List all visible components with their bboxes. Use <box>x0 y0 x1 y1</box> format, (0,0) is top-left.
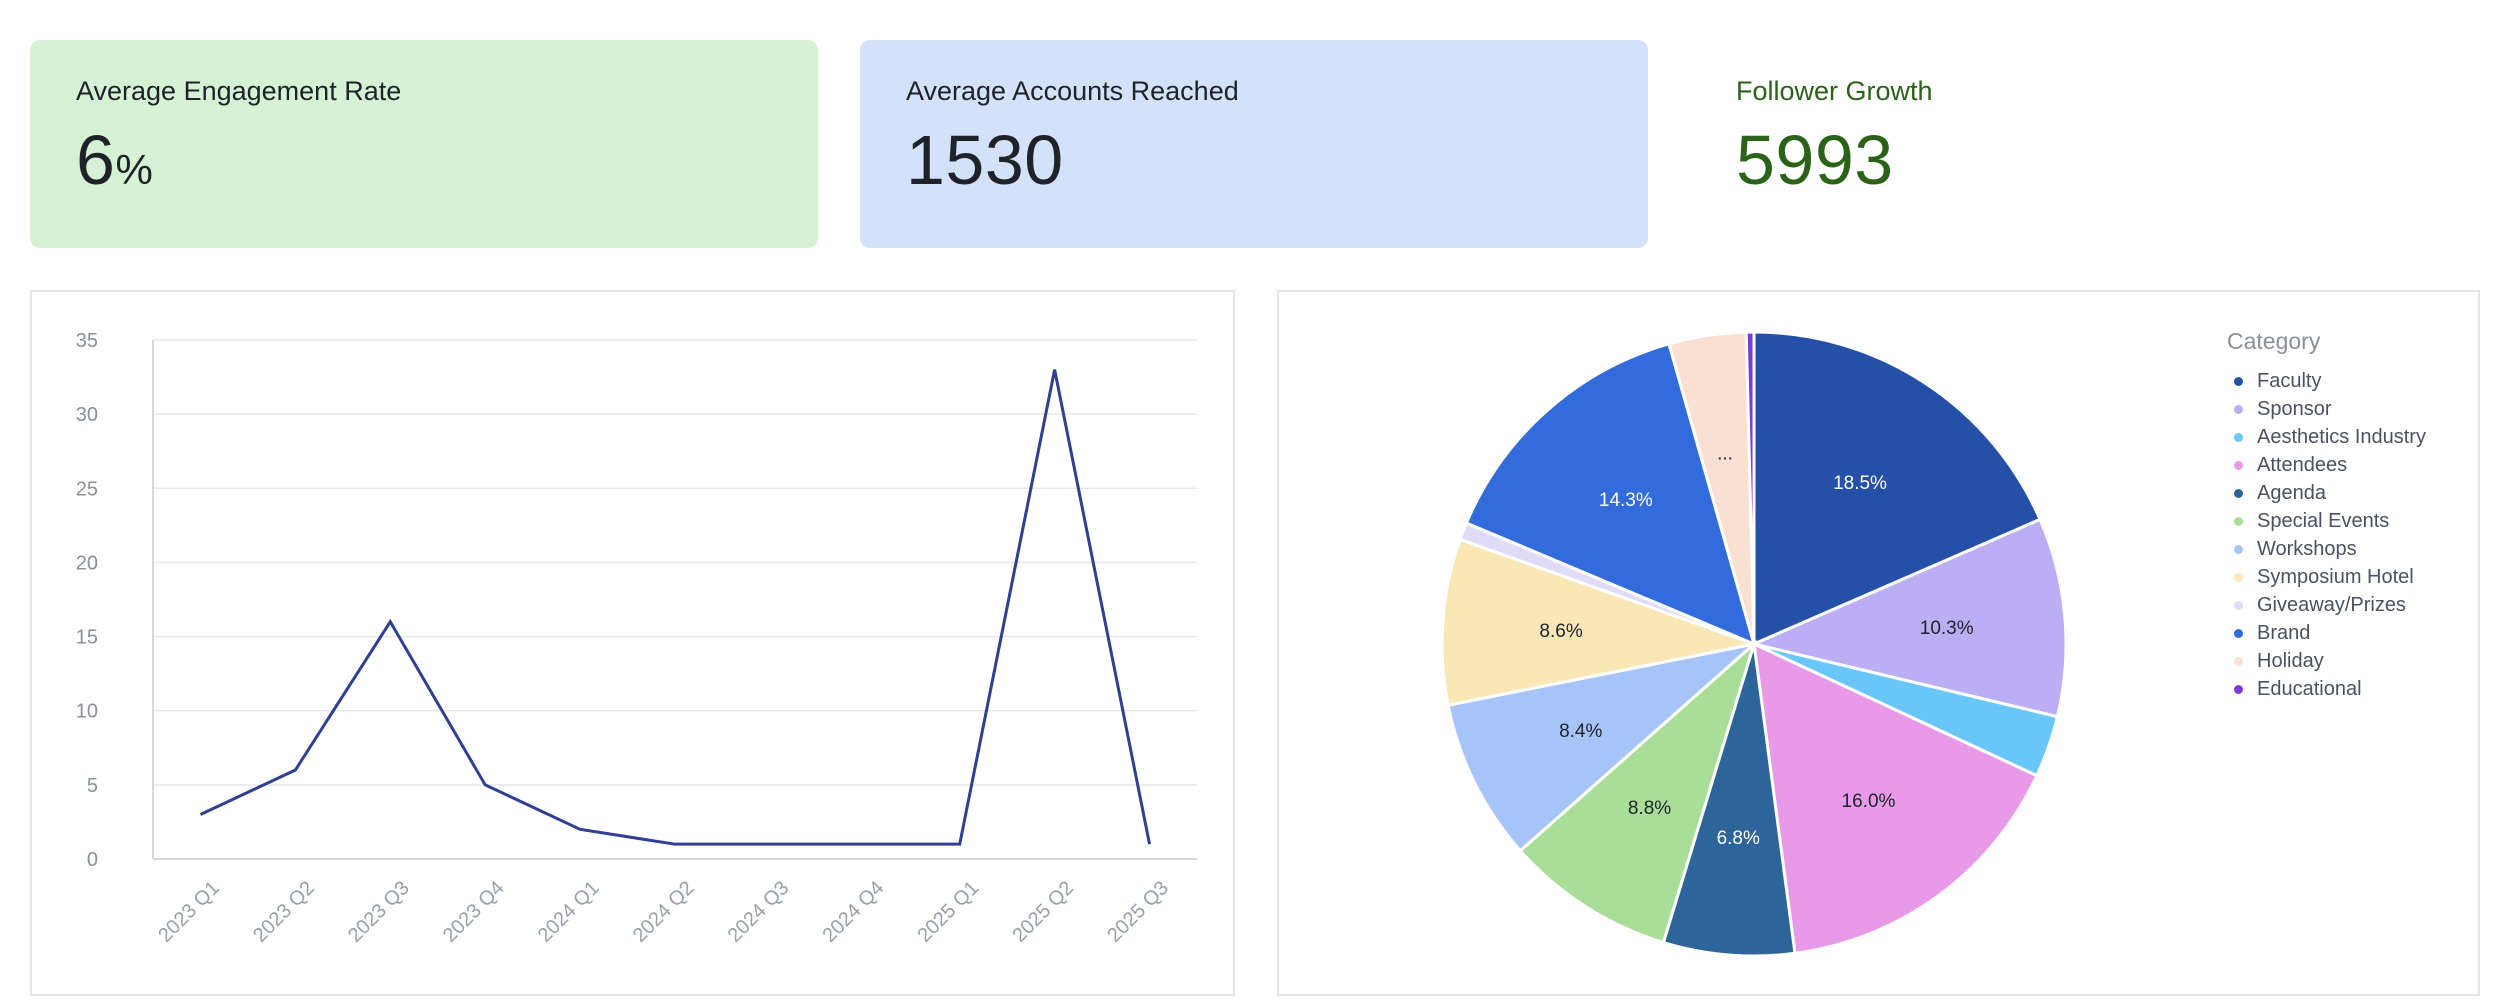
kpi-card-accounts-reached: Average Accounts Reached 1530 <box>860 40 1648 248</box>
y-tick-label: 15 <box>76 627 98 649</box>
legend-item[interactable]: Brand <box>2227 619 2426 647</box>
kpi-title: Average Engagement Rate <box>76 76 402 106</box>
legend-label: Faculty <box>2257 369 2322 392</box>
pie-slice-attendees <box>1752 641 2039 955</box>
kpi-card-follower-growth: Follower Growth 5993 <box>1690 40 2478 248</box>
slice-label: 6.8% <box>1717 828 1760 849</box>
legend-label: Agenda <box>2257 481 2326 504</box>
pie-slice-symposium-hotel <box>1440 537 1760 707</box>
pie-slice-agenda <box>1661 643 1797 958</box>
legend-label: Giveaway/Prizes <box>2257 593 2406 616</box>
x-tick-label: 2025 Q3 <box>1103 877 1173 947</box>
kpi-title: Average Accounts Reached <box>906 76 1239 106</box>
legend-item[interactable]: Giveaway/Prizes <box>2227 591 2426 619</box>
y-tick-label: 30 <box>76 404 98 426</box>
x-tick-label: 2024 Q2 <box>629 877 699 947</box>
kpi-number: 5993 <box>1736 121 1894 199</box>
kpi-unit: % <box>115 146 154 193</box>
x-tick-label: 2023 Q4 <box>439 877 509 947</box>
legend-label: Workshops <box>2257 537 2357 560</box>
legend-marker <box>2234 572 2243 582</box>
x-tick-label: 2025 Q1 <box>913 877 983 947</box>
legend-marker <box>2234 488 2243 498</box>
slice-label: 8.8% <box>1628 798 1671 819</box>
pie-slice-faculty <box>1752 330 2043 647</box>
kpi-number: 1530 <box>906 121 1064 199</box>
legend-label: Sponsor <box>2257 397 2332 420</box>
legend-label: Aesthetics Industry <box>2257 425 2426 448</box>
legend-label: Symposium Hotel <box>2257 565 2414 588</box>
pie-legend: Category Faculty Sponsor Aesthetics Indust… <box>2227 328 2426 703</box>
kpi-number: 6 <box>76 121 116 199</box>
legend-marker <box>2234 460 2243 470</box>
slice-label: 16.0% <box>1842 791 1896 812</box>
slice-label: 8.6% <box>1539 621 1582 642</box>
series-line <box>199 369 1152 846</box>
kpi-value: 5993 <box>1736 125 2432 195</box>
slice-label: 14.3% <box>1599 490 1653 511</box>
pie-chart: 18.5% 10.3% 16.0% 6.8% 8.8% 8.4% 8.6% 14.3%... <box>1440 330 2068 958</box>
kpi-card-engagement: Average Engagement Rate 6% <box>30 40 818 248</box>
legend-item[interactable]: Symposium Hotel <box>2227 563 2426 591</box>
x-tick-label: 2025 Q2 <box>1008 877 1078 947</box>
slice-label: 18.5% <box>1833 473 1887 494</box>
x-tick-label: 2023 Q2 <box>249 877 319 947</box>
pie-slice-sponsor <box>1749 517 2068 719</box>
x-tick-label: 2024 Q3 <box>724 877 794 947</box>
y-tick-label: 0 <box>87 849 98 871</box>
legend-item[interactable]: Workshops <box>2227 535 2426 563</box>
pie-chart-panel: 18.5% 10.3% 16.0% 6.8% 8.8% 8.4% 8.6% 14.3%... … <box>1277 290 2480 996</box>
x-tick-label: 2023 Q1 <box>154 877 224 947</box>
legend-item[interactable]: Special Events <box>2227 507 2426 535</box>
legend-item[interactable]: Educational <box>2227 675 2426 703</box>
kpi-value: 6% <box>76 125 772 195</box>
x-tick-label: 2024 Q4 <box>819 877 889 947</box>
y-tick-label: 10 <box>76 701 98 723</box>
legend-item[interactable]: Aesthetics Industry <box>2227 423 2426 451</box>
y-tick-label: 25 <box>76 478 98 500</box>
legend-label: Attendees <box>2257 453 2348 476</box>
legend-label: Special Events <box>2257 509 2390 532</box>
pie-slice-workshops <box>1446 641 1760 853</box>
legend-item[interactable]: Holiday <box>2227 647 2426 675</box>
slice-label: ... <box>1717 444 1733 465</box>
legend-marker <box>2234 432 2243 442</box>
line-chart-panel: 0 5 10 15 20 25 30 35 2023 Q1 2023 Q2 2023 Q3 2023 … <box>30 290 1235 996</box>
y-tick-label: 35 <box>76 330 98 352</box>
legend-label: Educational <box>2257 677 2362 700</box>
y-tick-label: 5 <box>87 775 98 797</box>
x-tick-label: 2024 Q1 <box>534 877 604 947</box>
legend-marker <box>2234 516 2243 526</box>
legend-marker <box>2234 404 2243 414</box>
legend-title: Category <box>2227 328 2321 354</box>
legend-marker <box>2234 628 2243 638</box>
pie-slice-brand <box>1464 341 1757 647</box>
kpi-title: Follower Growth <box>1736 76 1933 106</box>
legend-label: Holiday <box>2257 649 2324 672</box>
legend-item[interactable]: Sponsor <box>2227 395 2426 423</box>
x-tick-label: 2023 Q3 <box>344 877 414 947</box>
legend-marker <box>2234 376 2243 386</box>
slice-label: 10.3% <box>1920 618 1974 639</box>
legend-label: Brand <box>2257 621 2311 644</box>
legend-item[interactable]: Attendees <box>2227 451 2426 479</box>
legend-item[interactable]: Agenda <box>2227 479 2426 507</box>
pie-slice-special-events <box>1518 639 1757 945</box>
legend-marker <box>2234 544 2243 554</box>
legend-marker <box>2234 684 2243 694</box>
line-chart: 0 5 10 15 20 25 30 35 2023 Q1 2023 Q2 2023 Q3 2023 … <box>76 330 1197 947</box>
legend-item[interactable]: Faculty <box>2227 367 2426 395</box>
pie-slice-educational <box>1744 330 1756 645</box>
slice-label: 8.4% <box>1559 721 1602 742</box>
kpi-value: 1530 <box>906 125 1602 195</box>
y-tick-label: 20 <box>76 552 98 574</box>
legend-marker <box>2234 656 2243 666</box>
legend-marker <box>2234 600 2243 610</box>
